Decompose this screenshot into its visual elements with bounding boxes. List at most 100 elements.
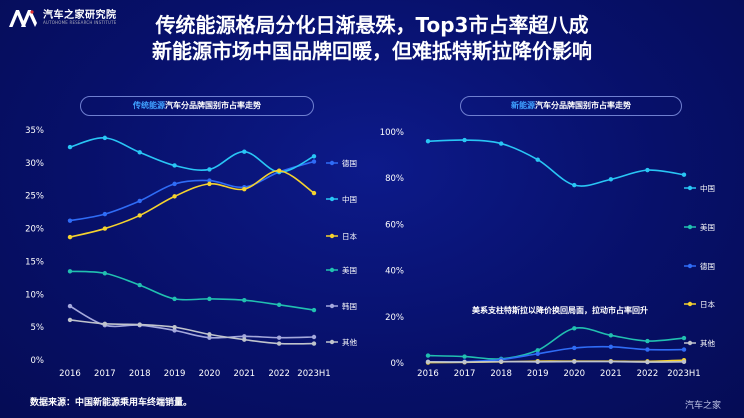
- data-source-note: 数据来源：中国新能源乘用车终端销量。: [30, 398, 193, 408]
- data-point-日本: [172, 194, 177, 199]
- data-point-其他: [645, 359, 650, 365]
- data-point-美国: [462, 354, 467, 359]
- chart-annotation: 美系支柱特斯拉以降价换回局面，拉动市占率回升: [472, 305, 648, 315]
- legend-marker-中国: [329, 196, 335, 202]
- legend-marker-中国: [687, 185, 693, 191]
- x-tick-label: 2016: [417, 369, 439, 379]
- data-point-韩国: [311, 334, 317, 340]
- legend-label-中国: 中国: [700, 183, 715, 193]
- chart1-title: 传统能源汽车分品牌国别市占率走势: [80, 96, 314, 116]
- data-point-其他: [311, 341, 317, 346]
- x-tick-label: 2017: [94, 369, 116, 379]
- legend-label-德国: 德国: [700, 261, 715, 271]
- series-line-中国: [427, 139, 685, 187]
- data-point-美国: [572, 326, 577, 331]
- data-point-日本: [207, 181, 212, 187]
- data-point-美国: [137, 282, 142, 288]
- data-point-中国: [645, 167, 650, 173]
- legend-label-其他: 其他: [342, 337, 357, 347]
- page-title-line2: 新能源市场中国品牌回暖，但难抵特斯拉降价影响: [152, 39, 592, 63]
- legend-label-德国: 德国: [342, 158, 357, 168]
- x-tick-label: 2021: [600, 369, 622, 379]
- autohome-logo: 汽车之家研究院 AUTOHOME RESEARCH INSTITUTE: [8, 8, 117, 28]
- x-tick-label: 2018: [490, 369, 512, 379]
- legend-marker-其他: [687, 340, 693, 346]
- data-point-日本: [242, 186, 247, 192]
- data-point-日本: [311, 190, 317, 196]
- data-point-其他: [462, 359, 467, 365]
- watermark: 汽车之家: [685, 401, 722, 411]
- data-point-德国: [311, 159, 317, 164]
- data-point-其他: [608, 359, 614, 364]
- data-point-中国: [498, 141, 504, 146]
- x-tick-label: 2020: [199, 369, 221, 379]
- data-point-日本: [102, 226, 108, 231]
- series-line-美国: [69, 270, 315, 311]
- series-line-其他: [69, 319, 315, 345]
- data-point-其他: [498, 359, 504, 364]
- data-point-美国: [608, 333, 614, 338]
- x-tick-label: 2017: [454, 369, 476, 379]
- data-point-其他: [67, 317, 73, 323]
- data-point-日本: [137, 213, 142, 218]
- x-tick-label: 2023H1: [297, 369, 330, 379]
- chart2-title-rest: 汽车分品牌国别市占率走势: [535, 101, 631, 110]
- data-point-其他: [535, 359, 540, 365]
- data-point-其他: [207, 332, 212, 337]
- data-point-美国: [311, 307, 317, 313]
- legend-label-其他: 其他: [700, 338, 715, 348]
- series-line-其他: [427, 360, 685, 363]
- data-point-韩国: [67, 303, 73, 309]
- legend-marker-其他: [329, 339, 335, 345]
- legend-marker-日本: [687, 301, 693, 307]
- data-point-美国: [681, 335, 687, 341]
- data-point-德国: [645, 347, 650, 352]
- legend-marker-德国: [329, 160, 335, 166]
- data-point-韩国: [172, 328, 177, 333]
- data-point-中国: [311, 154, 317, 159]
- data-point-其他: [681, 359, 687, 365]
- legend-label-日本: 日本: [700, 299, 715, 309]
- data-point-日本: [67, 234, 73, 240]
- x-tick-label: 2022: [268, 369, 290, 379]
- legend-label-韩国: 韩国: [342, 301, 357, 311]
- data-point-其他: [425, 359, 431, 365]
- x-tick-label: 2018: [129, 369, 151, 379]
- legend-label-美国: 美国: [700, 222, 715, 232]
- x-tick-label: 2020: [563, 369, 585, 379]
- y-tick-label: 20%: [385, 313, 404, 323]
- legend-marker-美国: [329, 267, 335, 273]
- y-tick-label: 20%: [25, 225, 44, 235]
- data-point-中国: [681, 172, 687, 177]
- y-tick-label: 30%: [25, 159, 44, 169]
- data-point-中国: [242, 149, 247, 154]
- x-tick-label: 2023H1: [667, 369, 700, 379]
- legend-marker-美国: [687, 224, 693, 230]
- data-point-韩国: [276, 335, 282, 340]
- data-point-美国: [276, 302, 282, 307]
- legend-marker-韩国: [329, 303, 335, 309]
- data-point-中国: [137, 150, 142, 155]
- legend-label-中国: 中国: [342, 194, 357, 204]
- chart2-title: 新能源汽车分品牌国别市占率走势: [460, 96, 682, 116]
- data-point-德国: [172, 181, 177, 187]
- chart1-title-rest: 汽车分品牌国别市占率走势: [165, 101, 261, 110]
- data-point-德国: [137, 198, 142, 204]
- data-point-中国: [572, 182, 577, 188]
- legend-label-日本: 日本: [342, 231, 357, 241]
- y-tick-label: 0%: [31, 356, 45, 366]
- chart2-title-highlight: 新能源: [511, 101, 535, 110]
- y-tick-label: 35%: [25, 126, 44, 136]
- data-point-德国: [535, 351, 540, 356]
- y-tick-label: 15%: [25, 257, 44, 267]
- data-point-其他: [172, 324, 177, 330]
- y-tick-label: 100%: [380, 128, 404, 138]
- x-tick-label: 2022: [637, 369, 659, 379]
- data-point-中国: [462, 137, 467, 143]
- data-point-其他: [137, 322, 142, 327]
- data-point-德国: [102, 211, 108, 217]
- x-tick-label: 2016: [59, 369, 81, 379]
- series-line-日本: [69, 169, 315, 238]
- page-title-line1: 传统能源格局分化日渐悬殊，Top3市占率超八成: [155, 13, 589, 37]
